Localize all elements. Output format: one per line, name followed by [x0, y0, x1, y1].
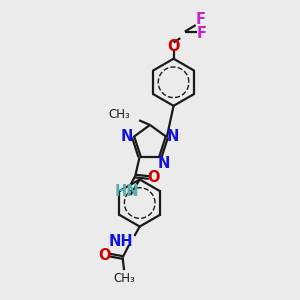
Text: HN: HN [115, 184, 139, 199]
Text: N: N [167, 129, 179, 144]
Text: NH: NH [108, 234, 133, 249]
Text: O: O [147, 170, 160, 185]
Text: CH₃: CH₃ [113, 272, 135, 285]
Text: F: F [196, 12, 206, 27]
Text: O: O [99, 248, 111, 262]
Text: N: N [157, 156, 170, 171]
Text: O: O [167, 39, 180, 54]
Text: F: F [197, 26, 207, 40]
Text: CH₃: CH₃ [109, 108, 130, 121]
Text: N: N [121, 129, 134, 144]
